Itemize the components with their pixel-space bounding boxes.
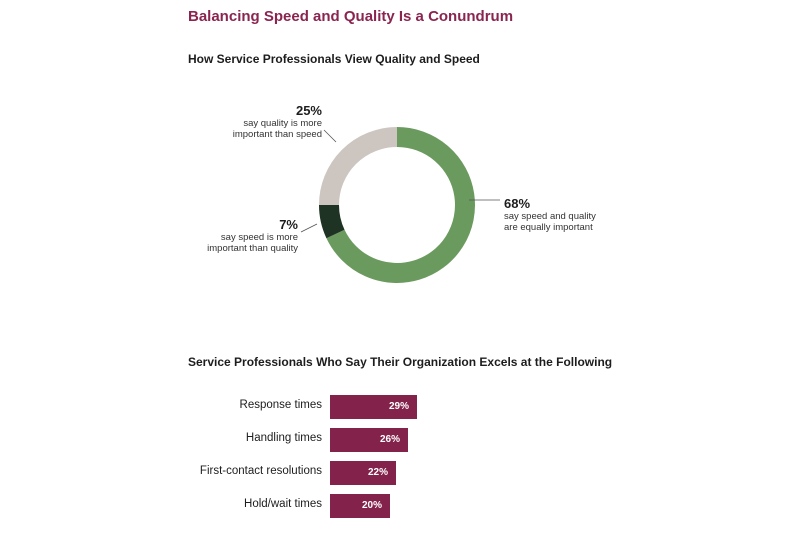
annotation-68: 68% say speed and quality are equally im… [504, 196, 596, 233]
bar-value-label: 29% [388, 401, 409, 412]
bar-category-label: Handling times [245, 432, 322, 444]
bar-value-label: 20% [361, 500, 382, 511]
donut-slice-7 [319, 204, 345, 239]
annotation-25: 25% say quality is more important than s… [190, 103, 322, 140]
bar: 20% [330, 494, 390, 518]
bar-category-label: Response times [239, 399, 322, 411]
annotation-7-value: 7% [279, 217, 298, 232]
leader-line-7 [300, 223, 318, 233]
annotation-25-value: 25% [295, 103, 322, 118]
bar: 29% [330, 395, 417, 419]
bar-chart-title: Service Professionals Who Say Their Orga… [188, 355, 613, 369]
bar-value-label: 26% [379, 434, 400, 445]
bar: 22% [330, 461, 396, 485]
annotation-25-line1: say quality is more [243, 118, 322, 129]
donut-slice-25 [319, 127, 398, 206]
leader-line-25 [323, 129, 337, 143]
bar-row: Response times 29% [180, 395, 480, 419]
bar-value-label: 22% [367, 467, 388, 478]
annotation-68-line1: say speed and quality [504, 211, 596, 222]
annotation-25-line2: important than speed [232, 129, 322, 140]
donut-slice-68 [326, 127, 475, 283]
bar-row: Handling times 26% [180, 428, 480, 452]
donut-chart-title: How Service Professionals View Quality a… [188, 52, 480, 66]
page-title: Balancing Speed and Quality Is a Conundr… [188, 8, 514, 25]
bar-category-label: First-contact resolutions [199, 465, 322, 477]
bar: 26% [330, 428, 408, 452]
annotation-7: 7% say speed is more important than qual… [170, 217, 298, 254]
annotation-68-value: 68% [504, 196, 531, 211]
bar-category-label: Hold/wait times [244, 498, 322, 510]
bar-row: Hold/wait times 20% [180, 494, 480, 518]
bar-row: First-contact resolutions 22% [180, 461, 480, 485]
annotation-7-line2: important than quality [207, 243, 298, 254]
annotation-68-line2: are equally important [504, 222, 593, 233]
annotation-7-line1: say speed is more [220, 232, 298, 243]
